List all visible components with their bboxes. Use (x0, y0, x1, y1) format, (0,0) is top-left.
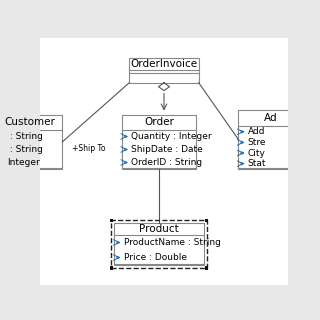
Circle shape (0, 135, 3, 138)
Bar (122, 115, 196, 169)
Text: : String: : String (7, 132, 43, 141)
Circle shape (241, 131, 243, 132)
Text: Stat: Stat (248, 159, 266, 168)
Bar (129, 58, 199, 83)
Text: Price : Double: Price : Double (124, 253, 187, 262)
Circle shape (124, 148, 126, 150)
Text: OrderID : String: OrderID : String (131, 158, 202, 167)
Text: Add: Add (248, 127, 265, 136)
Bar (110, 266, 113, 270)
Bar (110, 219, 113, 222)
Bar (288, 38, 320, 285)
Text: City: City (248, 148, 266, 157)
Bar (205, 219, 208, 222)
Bar (0, 115, 62, 169)
Circle shape (0, 162, 2, 164)
Text: +Ship To: +Ship To (72, 144, 106, 153)
Bar (111, 220, 207, 268)
Circle shape (240, 162, 244, 165)
FancyBboxPatch shape (40, 38, 288, 285)
Circle shape (0, 136, 2, 137)
Text: ShipDate : Date: ShipDate : Date (131, 145, 203, 154)
Text: Product: Product (139, 224, 179, 234)
Circle shape (0, 148, 3, 151)
Circle shape (116, 256, 119, 259)
Bar (0, 38, 40, 285)
Circle shape (117, 242, 119, 243)
Text: Integer: Integer (7, 158, 40, 167)
Text: ProductName : String: ProductName : String (124, 238, 221, 247)
Circle shape (0, 148, 2, 150)
Text: OrderInvoice: OrderInvoice (131, 59, 197, 69)
Circle shape (116, 241, 119, 244)
Circle shape (241, 141, 243, 143)
Circle shape (124, 161, 127, 164)
Text: Stre: Stre (248, 138, 266, 147)
Circle shape (240, 130, 244, 133)
Text: Quantity : Integer: Quantity : Integer (131, 132, 212, 141)
Circle shape (124, 148, 127, 151)
Circle shape (0, 161, 3, 164)
Circle shape (117, 257, 119, 259)
Circle shape (124, 162, 126, 164)
Circle shape (240, 151, 244, 155)
Circle shape (240, 141, 244, 144)
Circle shape (241, 163, 243, 164)
Text: : String: : String (7, 145, 43, 154)
Bar (238, 110, 303, 169)
Bar (115, 223, 204, 265)
Circle shape (124, 135, 127, 138)
Bar (205, 266, 208, 270)
Circle shape (241, 152, 243, 154)
Text: Ad: Ad (264, 113, 277, 123)
Text: Customer: Customer (5, 117, 55, 127)
Circle shape (124, 136, 126, 137)
Text: Order: Order (144, 117, 174, 127)
